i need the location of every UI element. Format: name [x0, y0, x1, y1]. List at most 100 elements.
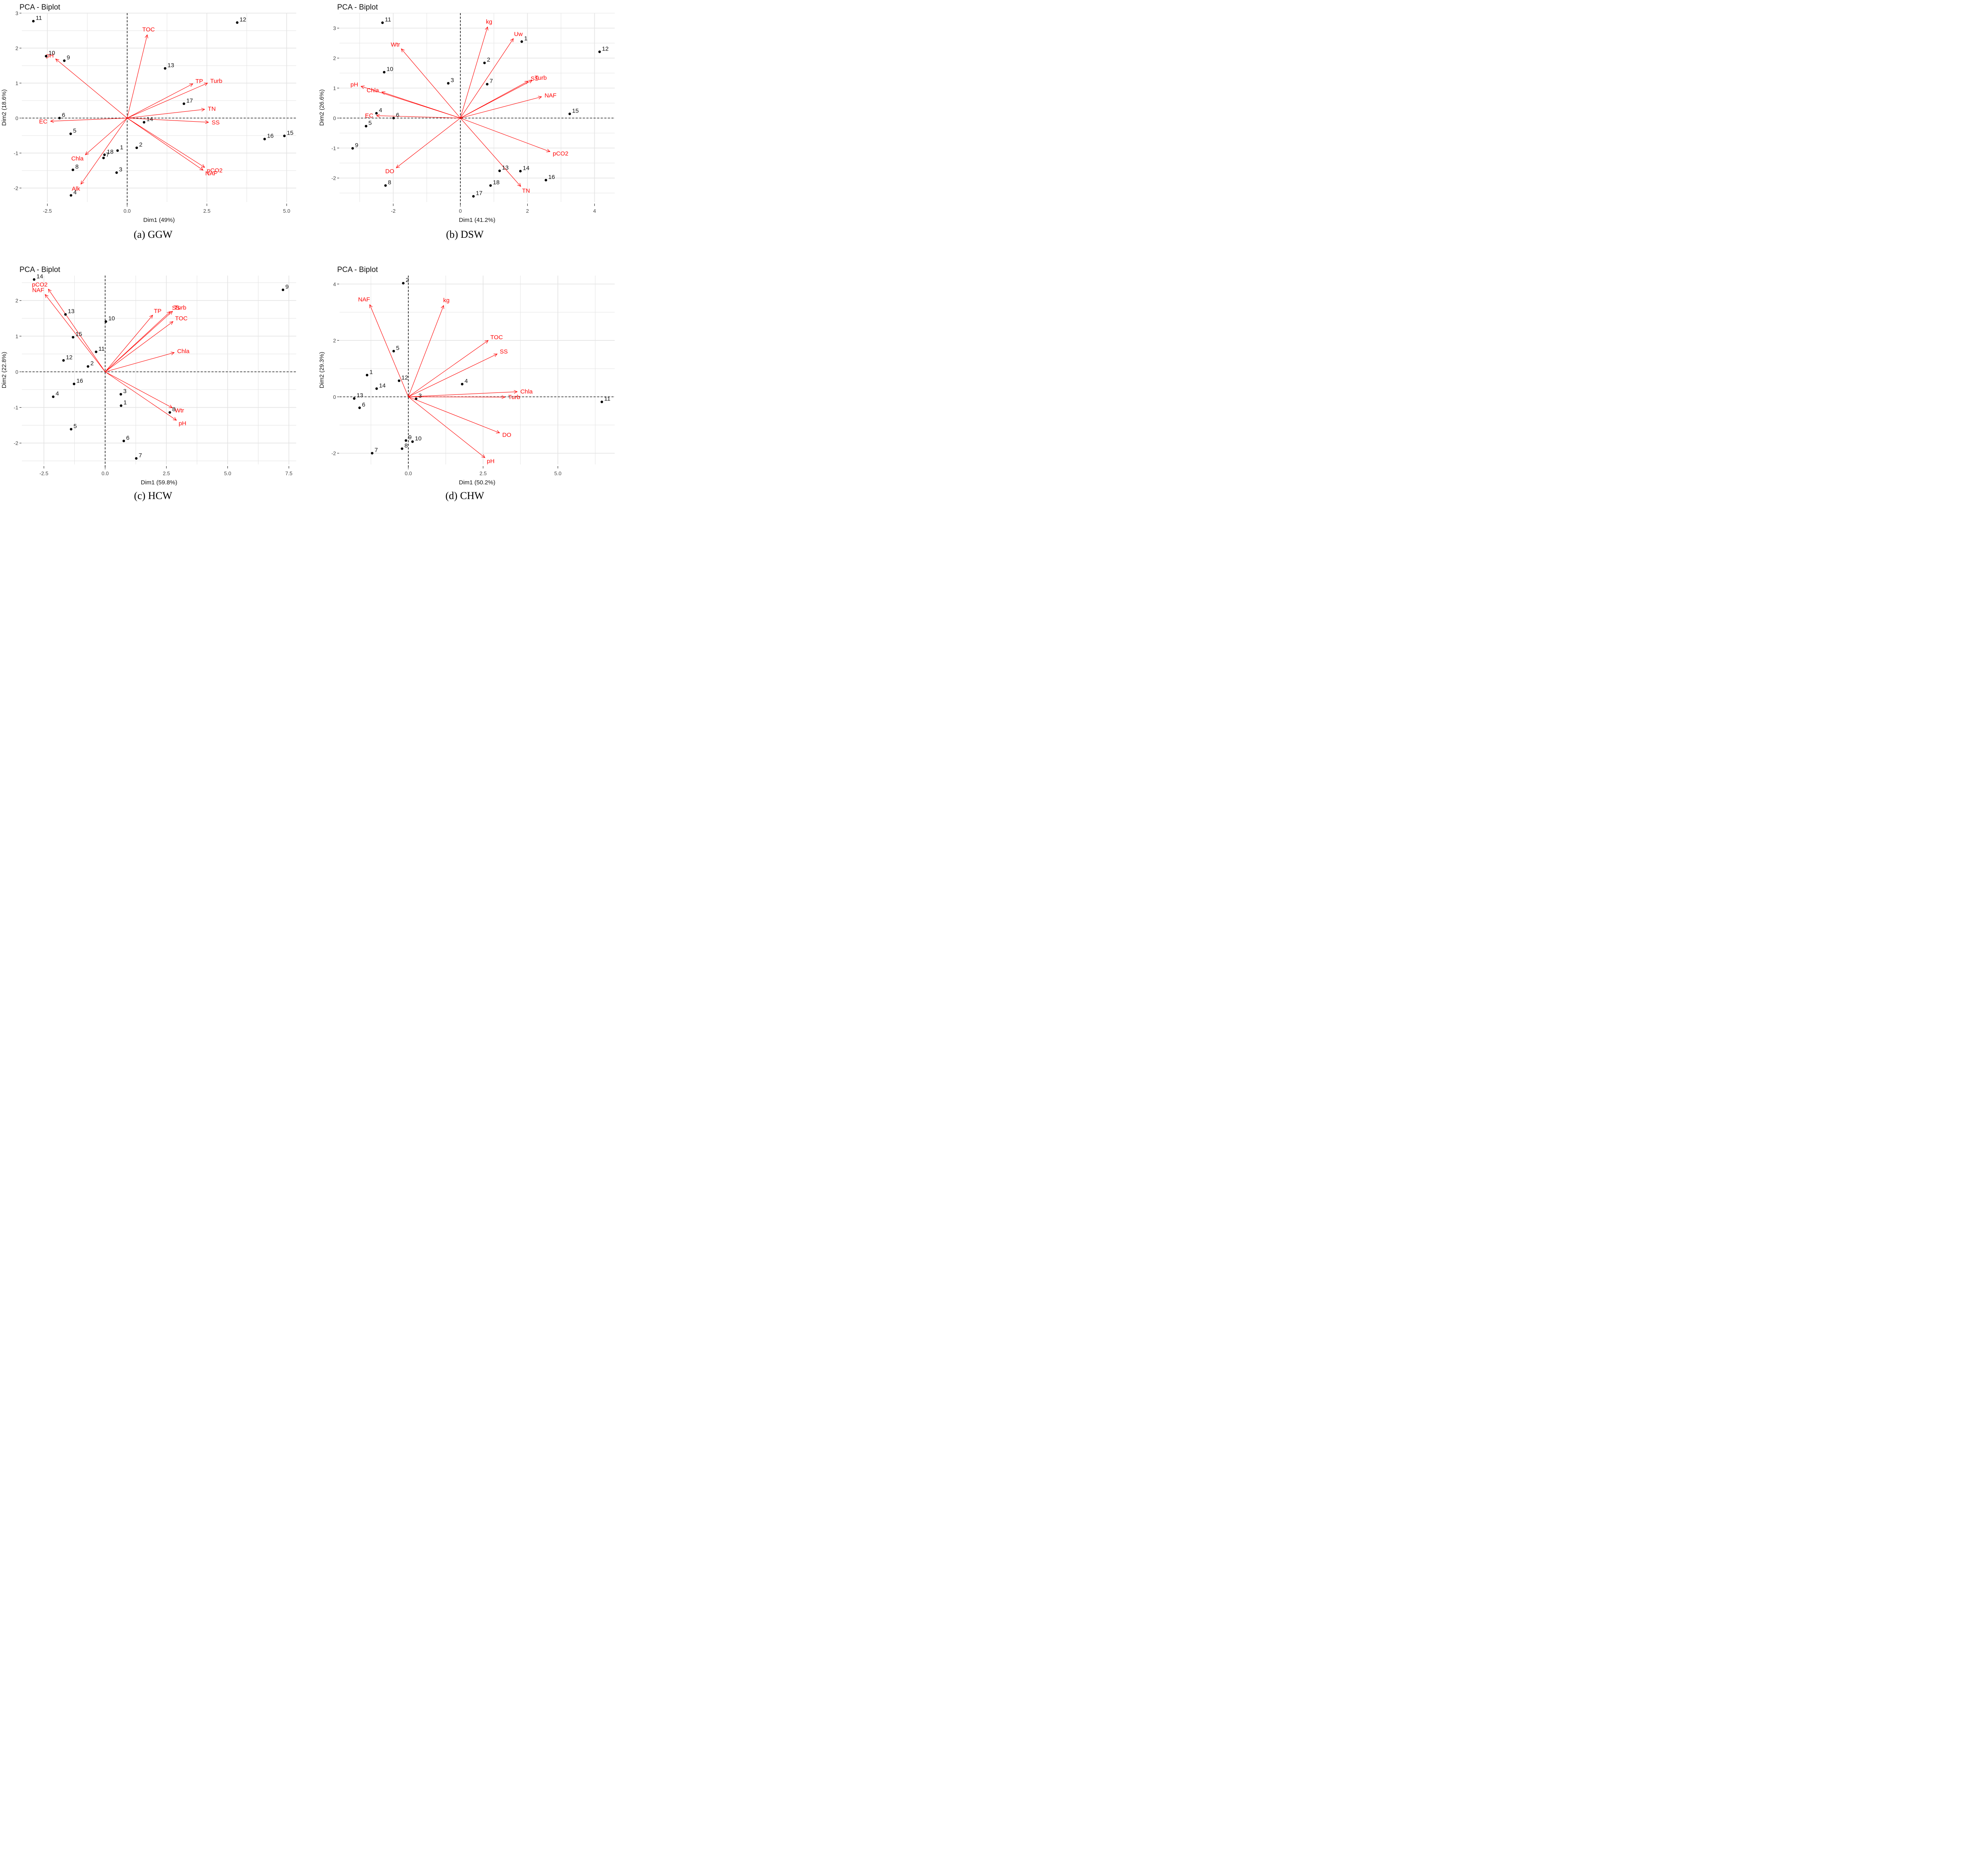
variable-label: Chla [71, 155, 84, 162]
point-label: 1 [369, 369, 373, 375]
arrow-head [381, 91, 386, 95]
data-point-11: 11 [600, 396, 610, 403]
data-point-15: 15 [72, 331, 82, 339]
arrow-head [173, 417, 177, 421]
data-point-2: 2 [87, 360, 94, 368]
data-point-13: 13 [64, 308, 74, 316]
point-label: 15 [572, 107, 579, 114]
variable-arrow-tp: TP [105, 308, 161, 372]
arrow-shaft [50, 118, 127, 122]
point-label: 16 [548, 174, 555, 181]
variable-label: NAF [32, 287, 44, 293]
data-point-11: 11 [32, 15, 42, 23]
variable-label: TP [154, 308, 161, 315]
point-marker [371, 452, 374, 455]
point-marker [600, 400, 603, 403]
data-point-17: 17 [182, 97, 193, 105]
y-tick-label: 0 [16, 369, 18, 375]
point-marker [411, 440, 414, 443]
variable-label: pH [487, 458, 495, 465]
arrow-head [205, 120, 209, 124]
point-marker [182, 102, 185, 105]
data-point-14: 14 [375, 382, 386, 390]
point-label: 2 [406, 277, 409, 284]
arrow-shaft [460, 81, 528, 119]
variable-arrow-toc: TOC [408, 334, 503, 397]
point-marker [375, 387, 378, 390]
x-tick-label: 4 [593, 208, 596, 214]
point-label: 6 [396, 112, 399, 119]
data-point-4: 4 [70, 189, 77, 197]
point-label: 4 [464, 378, 468, 385]
grid [22, 276, 296, 464]
arrow-head [401, 48, 405, 52]
arrow-head [485, 26, 489, 31]
y-axis-label: Dim2 (22.8%) [1, 352, 8, 389]
point-marker [164, 67, 167, 70]
data-point-4: 4 [375, 107, 382, 115]
point-label: 3 [123, 388, 126, 394]
arrow-shaft [127, 83, 208, 119]
arrow-head [528, 80, 533, 84]
arrow-shaft [105, 315, 153, 372]
arrow-shaft [401, 49, 461, 119]
point-marker [282, 288, 284, 291]
data-point-3: 3 [415, 392, 422, 400]
data-point-13: 13 [498, 165, 509, 172]
panel-ggw: PCA - Biplot -2.5 0.0 2.5 5.0 -2 -1 0 1 2 3 Dim1 (4… [0, 0, 306, 247]
y-tick-label: 1 [16, 333, 18, 339]
point-marker [115, 171, 118, 174]
variable-label: TOC [142, 26, 155, 33]
arrow-shaft [408, 340, 489, 397]
arrow-head [369, 304, 373, 309]
arrow-shaft [369, 304, 409, 397]
point-label: 5 [73, 127, 76, 134]
point-marker [461, 383, 464, 386]
arrow-head [199, 167, 204, 171]
arrow-shaft [127, 118, 204, 171]
arrow-head [481, 454, 485, 458]
data-point-14: 14 [33, 273, 43, 281]
variable-label: Wtr [175, 407, 184, 414]
point-label: 9 [355, 142, 358, 149]
variable-label: Chla [177, 348, 190, 355]
variable-label: Wtr [391, 41, 400, 48]
arrow-shaft [460, 38, 514, 119]
arrow-shaft [105, 352, 175, 372]
data-point-7: 7 [102, 152, 109, 159]
variable-label: SS [172, 305, 180, 311]
arrow-head [85, 151, 89, 155]
data-point-18: 18 [489, 179, 499, 187]
variable-label: pCO2 [32, 282, 47, 288]
x-tick-label: 0 [459, 208, 462, 214]
data-point-14: 14 [519, 165, 530, 173]
variable-label: DO [502, 432, 511, 439]
arrow-head [396, 164, 400, 168]
variable-label: Turb [210, 78, 222, 84]
data-point-8: 8 [168, 406, 175, 414]
chart-title: PCA - Biplot [19, 3, 60, 12]
variable-label: Chla [367, 87, 379, 94]
y-tick-label: 3 [333, 25, 336, 31]
point-label: 1 [120, 144, 123, 151]
point-marker [58, 117, 61, 120]
data-point-17: 17 [472, 190, 482, 198]
data-point-12: 12 [62, 354, 72, 362]
arrow-shaft [105, 311, 173, 372]
y-tick-label: -1 [14, 405, 18, 411]
point-label: 5 [74, 423, 77, 429]
point-marker [135, 146, 138, 149]
variable-label: NAF [358, 296, 370, 303]
point-label: 18 [107, 148, 114, 155]
point-marker [102, 156, 105, 159]
data-point-9: 9 [63, 54, 70, 62]
point-label: 17 [186, 97, 193, 104]
point-marker [168, 411, 171, 414]
arrow-head [546, 149, 551, 152]
x-tick-label: -2.5 [43, 208, 52, 214]
x-axis-label: Dim1 (59.8%) [141, 479, 177, 486]
y-tick-label: 2 [333, 55, 336, 61]
y-tick-label: -2 [331, 175, 336, 181]
point-marker [263, 138, 266, 140]
arrow-shaft [127, 109, 205, 119]
